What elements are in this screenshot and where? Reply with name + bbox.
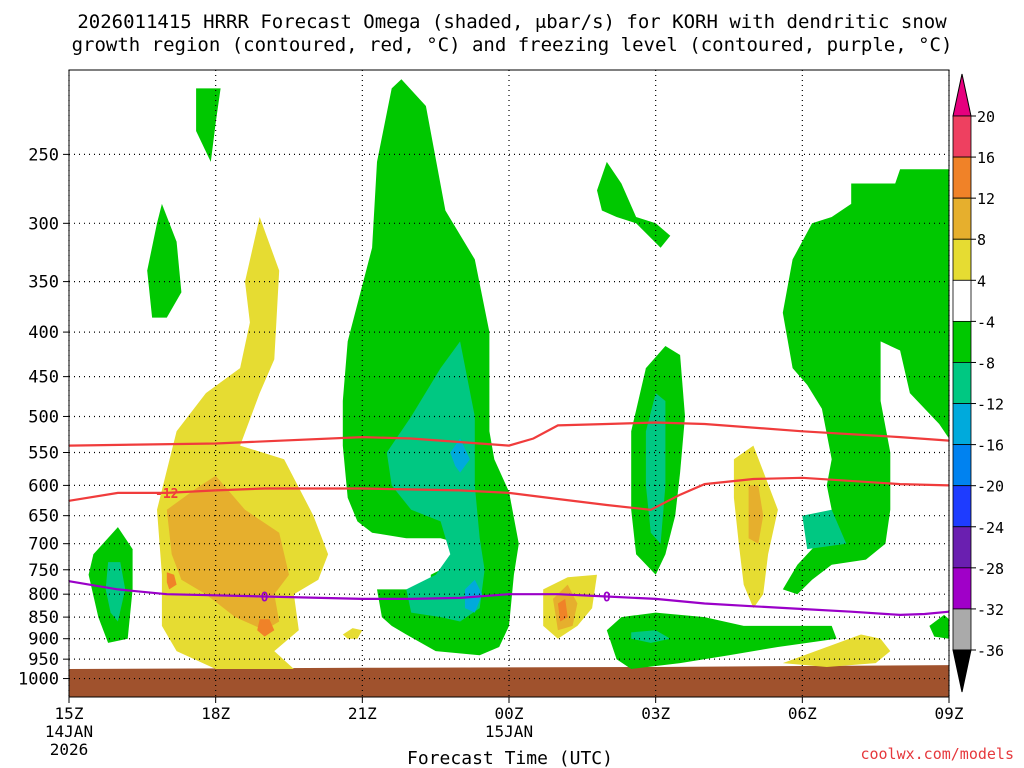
region-green-02z (597, 161, 671, 248)
colorbar-label-4: 4 (977, 272, 986, 290)
colorbar-swatch-3 (952, 238, 972, 281)
region-green-06z (782, 169, 949, 595)
colorbar-top-arrow (952, 73, 972, 117)
y-tick-label-900: 900 (28, 630, 59, 650)
contour-lines: -12 0 0 (68, 421, 950, 617)
y-axis: 2503003504004505005506006507007508008509… (18, 145, 69, 690)
contour-dgz-lower (68, 476, 950, 511)
region-teal-03z-col (645, 393, 666, 544)
contour-label-freezing-level-0: 0 (261, 591, 269, 606)
y-tick-label-700: 700 (28, 535, 59, 555)
y-tick-label-400: 400 (28, 323, 59, 343)
x-tick-label-00Z: 00Z (495, 704, 524, 723)
colorbar-swatch-2 (952, 197, 972, 240)
region-teal-06z (802, 509, 847, 550)
region-dark-orange-19z (257, 619, 275, 637)
region-green-09z (929, 614, 949, 639)
region-terrain (69, 665, 949, 697)
x-tick-label-06Z: 06Z (788, 704, 817, 723)
y-tick-label-800: 800 (28, 585, 59, 605)
colorbar-label-0: 20 (977, 108, 995, 126)
region-orange-18z (166, 475, 289, 631)
y-tick-label-850: 850 (28, 608, 59, 628)
colorbar-swatch-7 (952, 403, 972, 446)
region-green-main (342, 79, 519, 656)
chart-title-line2: growth region (contoured, red, °C) and f… (72, 34, 953, 56)
colorbar-swatch-12 (952, 608, 972, 651)
y-tick-label-350: 350 (28, 273, 59, 293)
colorbar-bottom-arrow (952, 649, 972, 693)
colorbar-swatch-4 (952, 279, 972, 322)
region-teal-03z-low (631, 630, 671, 643)
y-tick-label-750: 750 (28, 561, 59, 581)
colorbar-swatch-6 (952, 362, 972, 404)
region-green-top-18z (196, 88, 221, 162)
region-teal-main (386, 341, 485, 622)
colorbar-swatch-1 (952, 156, 972, 199)
colorbar-swatch-8 (952, 444, 972, 487)
colorbar-label-1: 16 (977, 149, 995, 167)
y-tick-label-650: 650 (28, 507, 59, 527)
y-tick-label-450: 450 (28, 368, 59, 388)
colorbar-label-13: -36 (977, 642, 1004, 660)
region-dark-orange-01z (557, 598, 568, 622)
colorbar-label-6: -8 (977, 354, 995, 372)
colorbar-label-11: -28 (977, 560, 1004, 578)
y-tick-label-250: 250 (28, 145, 59, 165)
colorbar-label-3: 8 (977, 231, 986, 249)
y-tick-label-1000: 1000 (18, 670, 59, 690)
x-axis-label: Forecast Time (UTC) (407, 748, 613, 768)
region-teal-16z (105, 562, 126, 622)
contour-label-freezing-level-1: 0 (603, 591, 611, 606)
chart-title-line1: 2026011415 HRRR Forecast Omega (shaded, … (77, 11, 947, 33)
colorbar-label-12: -32 (977, 601, 1004, 619)
colorbar-label-2: 12 (977, 190, 995, 208)
colorbar-label-7: -12 (977, 396, 1004, 414)
colorbar-swatch-11 (952, 567, 972, 610)
x-tick-year-15Z: 2026 (50, 740, 89, 759)
y-tick-label-500: 500 (28, 407, 59, 427)
x-tick-date-00Z: 15JAN (485, 722, 533, 741)
x-tick-date-15Z: 14JAN (45, 722, 93, 741)
region-cyan-main-a (450, 438, 470, 473)
region-green-03z-low (606, 612, 837, 669)
omega-shaded-regions (69, 79, 949, 697)
contour-dgz-upper (68, 421, 950, 447)
y-tick-label-300: 300 (28, 214, 59, 234)
colorbar-swatch-5 (952, 320, 972, 363)
x-tick-label-03Z: 03Z (641, 704, 670, 723)
region-dark-orange-18z (166, 572, 177, 590)
colorbar-swatch-10 (952, 526, 972, 569)
colorbar-label-10: -24 (977, 519, 1004, 537)
y-tick-label-600: 600 (28, 476, 59, 496)
colorbar-swatch-0 (952, 115, 972, 158)
x-tick-label-18Z: 18Z (201, 704, 230, 723)
x-tick-label-21Z: 21Z (348, 704, 377, 723)
colorbar-label-5: -4 (977, 313, 995, 331)
y-tick-label-550: 550 (28, 444, 59, 464)
colorbar-label-9: -20 (977, 478, 1004, 496)
colorbar-label-8: -16 (977, 437, 1004, 455)
y-tick-label-950: 950 (28, 650, 59, 670)
x-tick-label-09Z: 09Z (935, 704, 964, 723)
colorbar-swatch-9 (952, 485, 972, 528)
contour-label-dgz-lower-0: -12 (155, 487, 178, 502)
region-yellow-21z (342, 628, 363, 639)
x-tick-label-15Z: 15Z (55, 704, 84, 723)
region-green-17z (147, 203, 182, 318)
contour-freezing-level (68, 580, 950, 617)
region-orange-04z (748, 485, 764, 544)
colorbar: 20 16 12 8 4 -4 -8 -12 -16 -20 -24 -28 -32 -36 (952, 73, 1004, 693)
credit-link[interactable]: coolwx.com/models (860, 745, 1014, 763)
grid-lines (68, 70, 950, 697)
